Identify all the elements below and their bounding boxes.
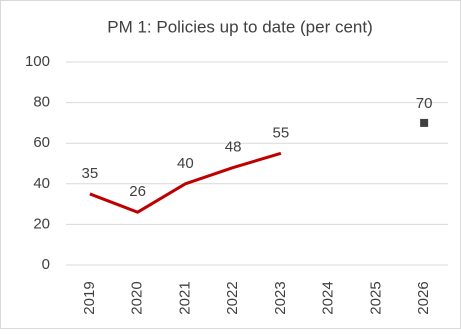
x-tick-label: 2025	[367, 281, 384, 314]
data-label: 35	[82, 165, 99, 182]
y-tick-label: 0	[42, 256, 50, 273]
x-tick-label: 2023	[272, 281, 289, 314]
x-tick-label: 2020	[129, 281, 146, 314]
x-tick-label: 2024	[320, 281, 337, 314]
data-label: 26	[129, 183, 146, 200]
data-label: 70	[416, 95, 433, 112]
y-tick-label: 100	[25, 53, 50, 70]
target-marker	[420, 118, 429, 127]
line	[89, 151, 282, 214]
y-tick-label: 40	[33, 175, 50, 192]
chart-title: PM 1: Policies up to date (per cent)	[107, 17, 373, 36]
x-tick-label: 2026	[415, 281, 432, 314]
data-label: 40	[177, 155, 194, 172]
data-label: 48	[225, 139, 242, 156]
data-label: 55	[273, 124, 290, 141]
y-tick-label: 20	[33, 215, 50, 232]
x-tick-label: 2022	[224, 281, 241, 314]
y-tick-label: 60	[33, 134, 50, 151]
x-tick-label: 2021	[176, 281, 193, 314]
y-tick-label: 80	[33, 94, 50, 111]
x-tick-label: 2019	[81, 281, 98, 314]
